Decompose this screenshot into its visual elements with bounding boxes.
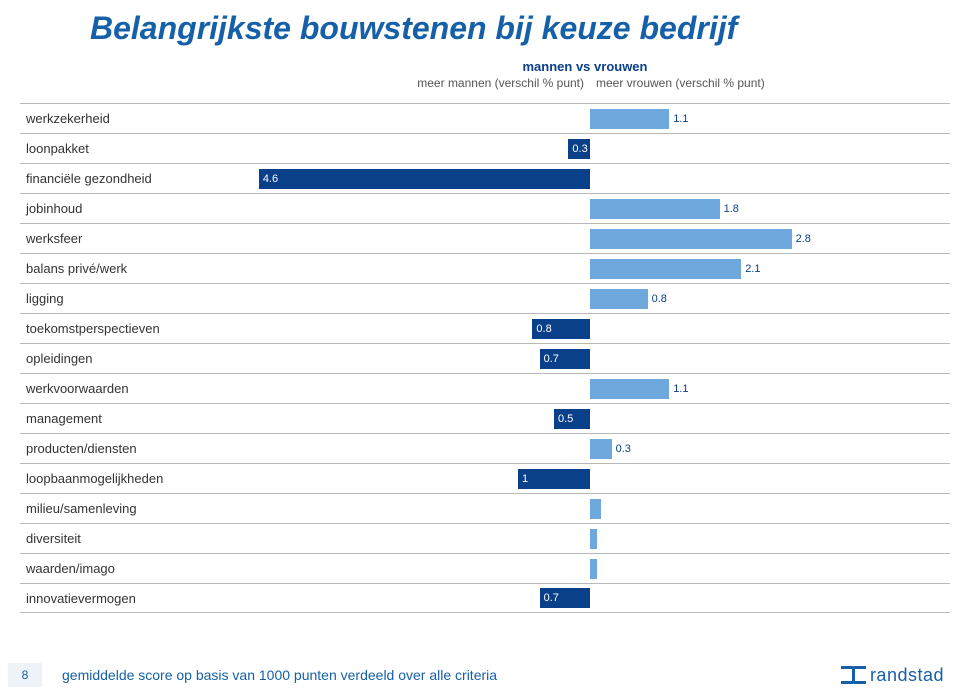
bar-value: 1 xyxy=(518,473,532,485)
slide-number: 8 xyxy=(8,663,42,687)
chart-row: waarden/imago xyxy=(20,553,950,583)
row-label: loonpakket xyxy=(20,134,230,163)
row-label: financiële gezondheid xyxy=(20,164,230,193)
chart-row: financiële gezondheid 4.6 xyxy=(20,163,950,193)
chart-row: opleidingen 0.7 xyxy=(20,343,950,373)
bar: 4.6 xyxy=(259,169,590,189)
bar: 0.7 xyxy=(540,588,590,608)
bar: 0.5 xyxy=(554,409,590,429)
row-label: innovatievermogen xyxy=(20,584,230,612)
left-column-header: meer mannen (verschil % punt) xyxy=(230,76,590,90)
slide-footer: 8 gemiddelde score op basis van 1000 pun… xyxy=(0,663,960,687)
slide: Belangrijkste bouwstenen bij keuze bedri… xyxy=(0,0,960,695)
row-bars: 0.8 xyxy=(230,284,950,313)
row-bars: 1 xyxy=(230,464,950,493)
footer-text: gemiddelde score op basis van 1000 punte… xyxy=(62,667,841,683)
row-bars: 0.3 xyxy=(230,434,950,463)
chart-row: toekomstperspectieven 0.8 xyxy=(20,313,950,343)
chart-header: mannen vs vrouwen meer mannen (verschil … xyxy=(20,59,950,103)
bar: 0.7 xyxy=(540,349,590,369)
bar-value: 0.7 xyxy=(540,353,563,365)
bar-value: 1.1 xyxy=(669,113,692,125)
row-label: diversiteit xyxy=(20,524,230,553)
chart-row: loopbaanmogelijkheden 1 xyxy=(20,463,950,493)
bar-value: 2.1 xyxy=(741,263,764,275)
row-bars: 0.7 xyxy=(230,584,950,612)
row-bars: 0.5 xyxy=(230,404,950,433)
logo-mark-icon xyxy=(852,666,866,684)
bar-value: 2.8 xyxy=(792,233,815,245)
row-bars: 4.6 xyxy=(230,164,950,193)
chart-row: diversiteit xyxy=(20,523,950,553)
row-label: werksfeer xyxy=(20,224,230,253)
bar-value: 0.8 xyxy=(532,323,555,335)
row-bars: 1.8 xyxy=(230,194,950,223)
row-label: waarden/imago xyxy=(20,554,230,583)
row-label: milieu/samenleving xyxy=(20,494,230,523)
chart-row: werkzekerheid 1.1 xyxy=(20,103,950,133)
row-label: management xyxy=(20,404,230,433)
bar-value: 1.8 xyxy=(720,203,743,215)
row-label: producten/diensten xyxy=(20,434,230,463)
bar xyxy=(590,499,601,519)
bar-value: 0.8 xyxy=(648,293,671,305)
bar xyxy=(590,559,597,579)
chart-row: producten/diensten 0.3 xyxy=(20,433,950,463)
bar: 2.1 xyxy=(590,259,741,279)
chart-row: milieu/samenleving xyxy=(20,493,950,523)
row-label: werkzekerheid xyxy=(20,104,230,133)
bar xyxy=(590,529,597,549)
bar: 0.8 xyxy=(532,319,590,339)
chart-rows: werkzekerheid 1.1 loonpakket 0.3 financiële … xyxy=(20,103,950,613)
bar: 1.1 xyxy=(590,379,669,399)
row-label: werkvoorwaarden xyxy=(20,374,230,403)
chart-row: werkvoorwaarden 1.1 xyxy=(20,373,950,403)
bar: 1 xyxy=(518,469,590,489)
row-label: ligging xyxy=(20,284,230,313)
chart-row: loonpakket 0.3 xyxy=(20,133,950,163)
row-bars xyxy=(230,554,950,583)
bar: 1.8 xyxy=(590,199,720,219)
bar: 0.3 xyxy=(590,439,612,459)
right-column-header: meer vrouwen (verschil % punt) xyxy=(590,76,950,90)
chart-row: innovatievermogen 0.7 xyxy=(20,583,950,613)
chart-row: balans privé/werk 2.1 xyxy=(20,253,950,283)
row-bars: 2.1 xyxy=(230,254,950,283)
row-label: opleidingen xyxy=(20,344,230,373)
bar-value: 1.1 xyxy=(669,383,692,395)
row-label: toekomstperspectieven xyxy=(20,314,230,343)
bar: 0.8 xyxy=(590,289,648,309)
row-label: jobinhoud xyxy=(20,194,230,223)
bar-value: 4.6 xyxy=(259,173,282,185)
bar-value: 0.5 xyxy=(554,413,577,425)
row-bars: 0.3 xyxy=(230,134,950,163)
randstad-logo: randstad xyxy=(841,665,944,686)
chart-super-title: mannen vs vrouwen xyxy=(20,59,950,74)
bar-value: 0.3 xyxy=(612,443,635,455)
logo-text: randstad xyxy=(870,665,944,686)
bar-value: 0.7 xyxy=(540,592,563,604)
chart-row: management 0.5 xyxy=(20,403,950,433)
page-title: Belangrijkste bouwstenen bij keuze bedri… xyxy=(0,0,960,55)
row-bars: 0.7 xyxy=(230,344,950,373)
row-bars xyxy=(230,524,950,553)
chart-row: jobinhoud 1.8 xyxy=(20,193,950,223)
bar-value: 0.3 xyxy=(568,143,591,155)
row-bars: 0.8 xyxy=(230,314,950,343)
row-label: loopbaanmogelijkheden xyxy=(20,464,230,493)
row-bars: 1.1 xyxy=(230,104,950,133)
diverging-bar-chart: mannen vs vrouwen meer mannen (verschil … xyxy=(20,55,950,613)
chart-row: werksfeer 2.8 xyxy=(20,223,950,253)
row-label: balans privé/werk xyxy=(20,254,230,283)
column-headers: meer mannen (verschil % punt) meer vrouw… xyxy=(20,76,950,90)
bar: 0.3 xyxy=(568,139,590,159)
chart-row: ligging 0.8 xyxy=(20,283,950,313)
row-bars: 2.8 xyxy=(230,224,950,253)
bar: 1.1 xyxy=(590,109,669,129)
row-bars xyxy=(230,494,950,523)
bar: 2.8 xyxy=(590,229,792,249)
row-bars: 1.1 xyxy=(230,374,950,403)
